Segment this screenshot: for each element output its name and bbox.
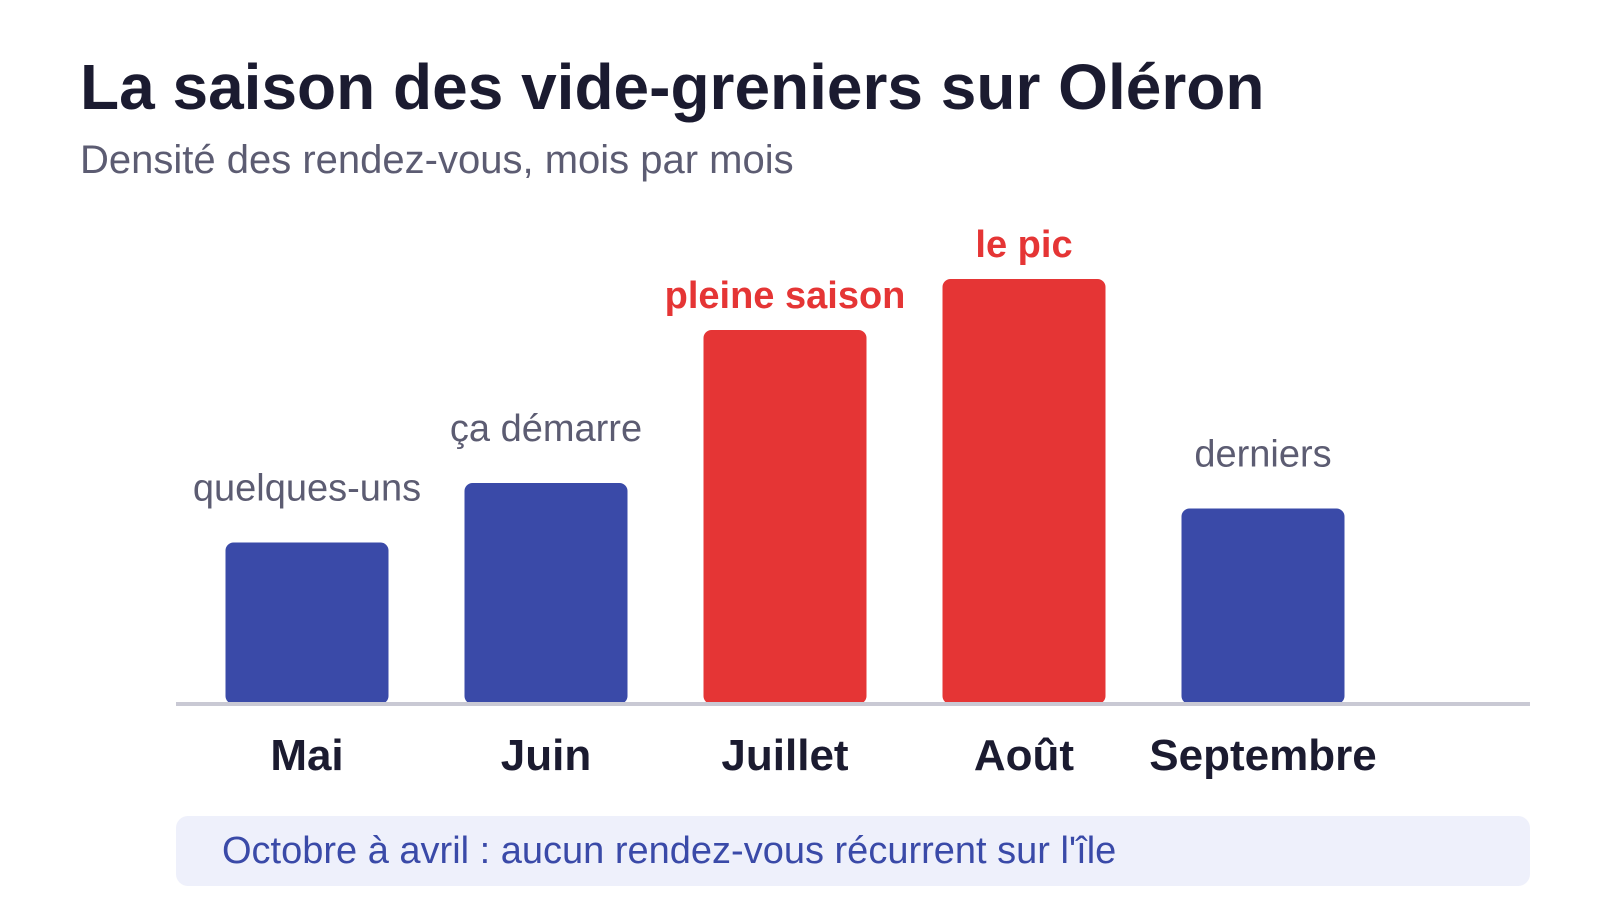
bar-juillet bbox=[703, 330, 867, 704]
bar-annotations-group: quelques-uns ça démarre pleine saison le pi… bbox=[193, 224, 1332, 510]
bar-mai bbox=[225, 542, 389, 704]
bar-aout bbox=[942, 279, 1106, 704]
category-label-mai: Mai bbox=[270, 731, 343, 780]
category-label-juillet: Juillet bbox=[721, 731, 848, 780]
category-labels-group: Mai Juin Juillet Août Septembre bbox=[270, 731, 1376, 780]
category-label-aout: Août bbox=[974, 731, 1075, 780]
bar-annotation-juillet: pleine saison bbox=[665, 275, 906, 317]
bars-group bbox=[225, 279, 1345, 704]
bar-annotation-aout: le pic bbox=[975, 224, 1072, 266]
chart-subtitle: Densité des rendez-vous, mois par mois bbox=[80, 138, 794, 182]
chart-title: La saison des vide-greniers sur Oléron bbox=[80, 51, 1265, 123]
bar-annotation-mai: quelques-uns bbox=[193, 468, 421, 510]
category-label-juin: Juin bbox=[501, 731, 591, 780]
bar-annotation-septembre: derniers bbox=[1194, 434, 1331, 476]
category-label-septembre: Septembre bbox=[1149, 731, 1376, 780]
footnote-text: Octobre à avril : aucun rendez-vous récu… bbox=[222, 829, 1117, 872]
bar-juin bbox=[464, 483, 628, 704]
bar-septembre bbox=[1181, 508, 1345, 704]
footnote-box: Octobre à avril : aucun rendez-vous récu… bbox=[176, 816, 1530, 886]
bar-annotation-juin: ça démarre bbox=[450, 408, 642, 450]
bar-chart: quelques-uns ça démarre pleine saison le pi… bbox=[176, 224, 1530, 780]
